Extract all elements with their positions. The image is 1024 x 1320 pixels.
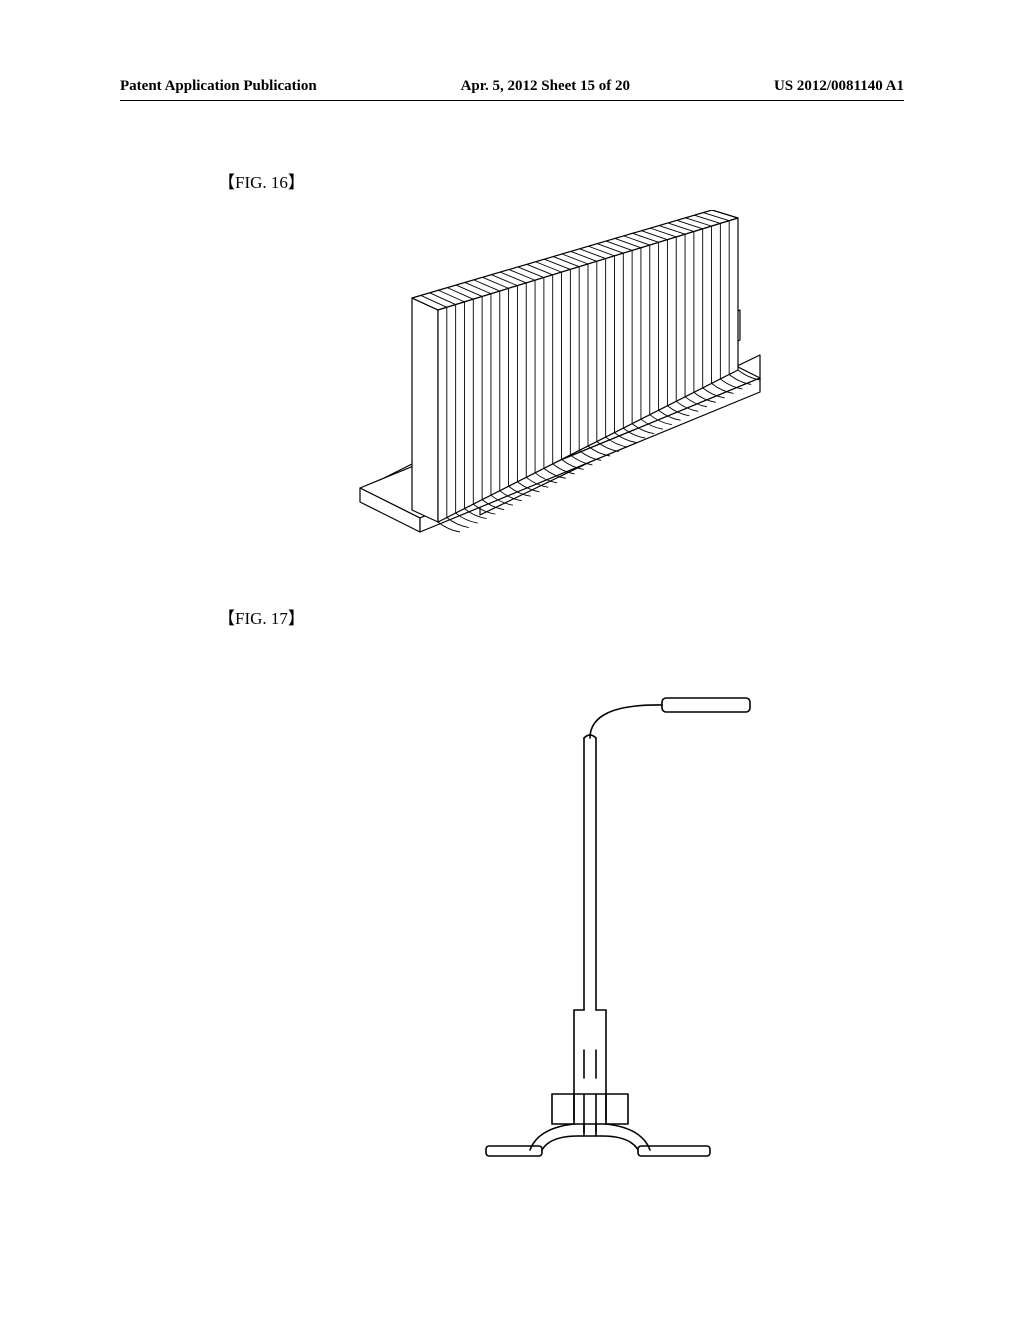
page-header: Patent Application Publication Apr. 5, 2…	[0, 78, 1024, 95]
figure-17-streetlight	[430, 680, 770, 1170]
figure-17-label: 【FIG. 17】	[218, 604, 305, 629]
header-rule	[120, 100, 904, 101]
figure-16-heatsink	[320, 210, 780, 550]
header-right: US 2012/0081140 A1	[774, 78, 904, 95]
heatsink-svg	[320, 210, 780, 550]
header-left: Patent Application Publication	[120, 78, 317, 95]
figure-16-label: 【FIG. 16】	[218, 168, 305, 193]
streetlight-svg	[430, 680, 770, 1170]
header-center: Apr. 5, 2012 Sheet 15 of 20	[461, 78, 630, 95]
